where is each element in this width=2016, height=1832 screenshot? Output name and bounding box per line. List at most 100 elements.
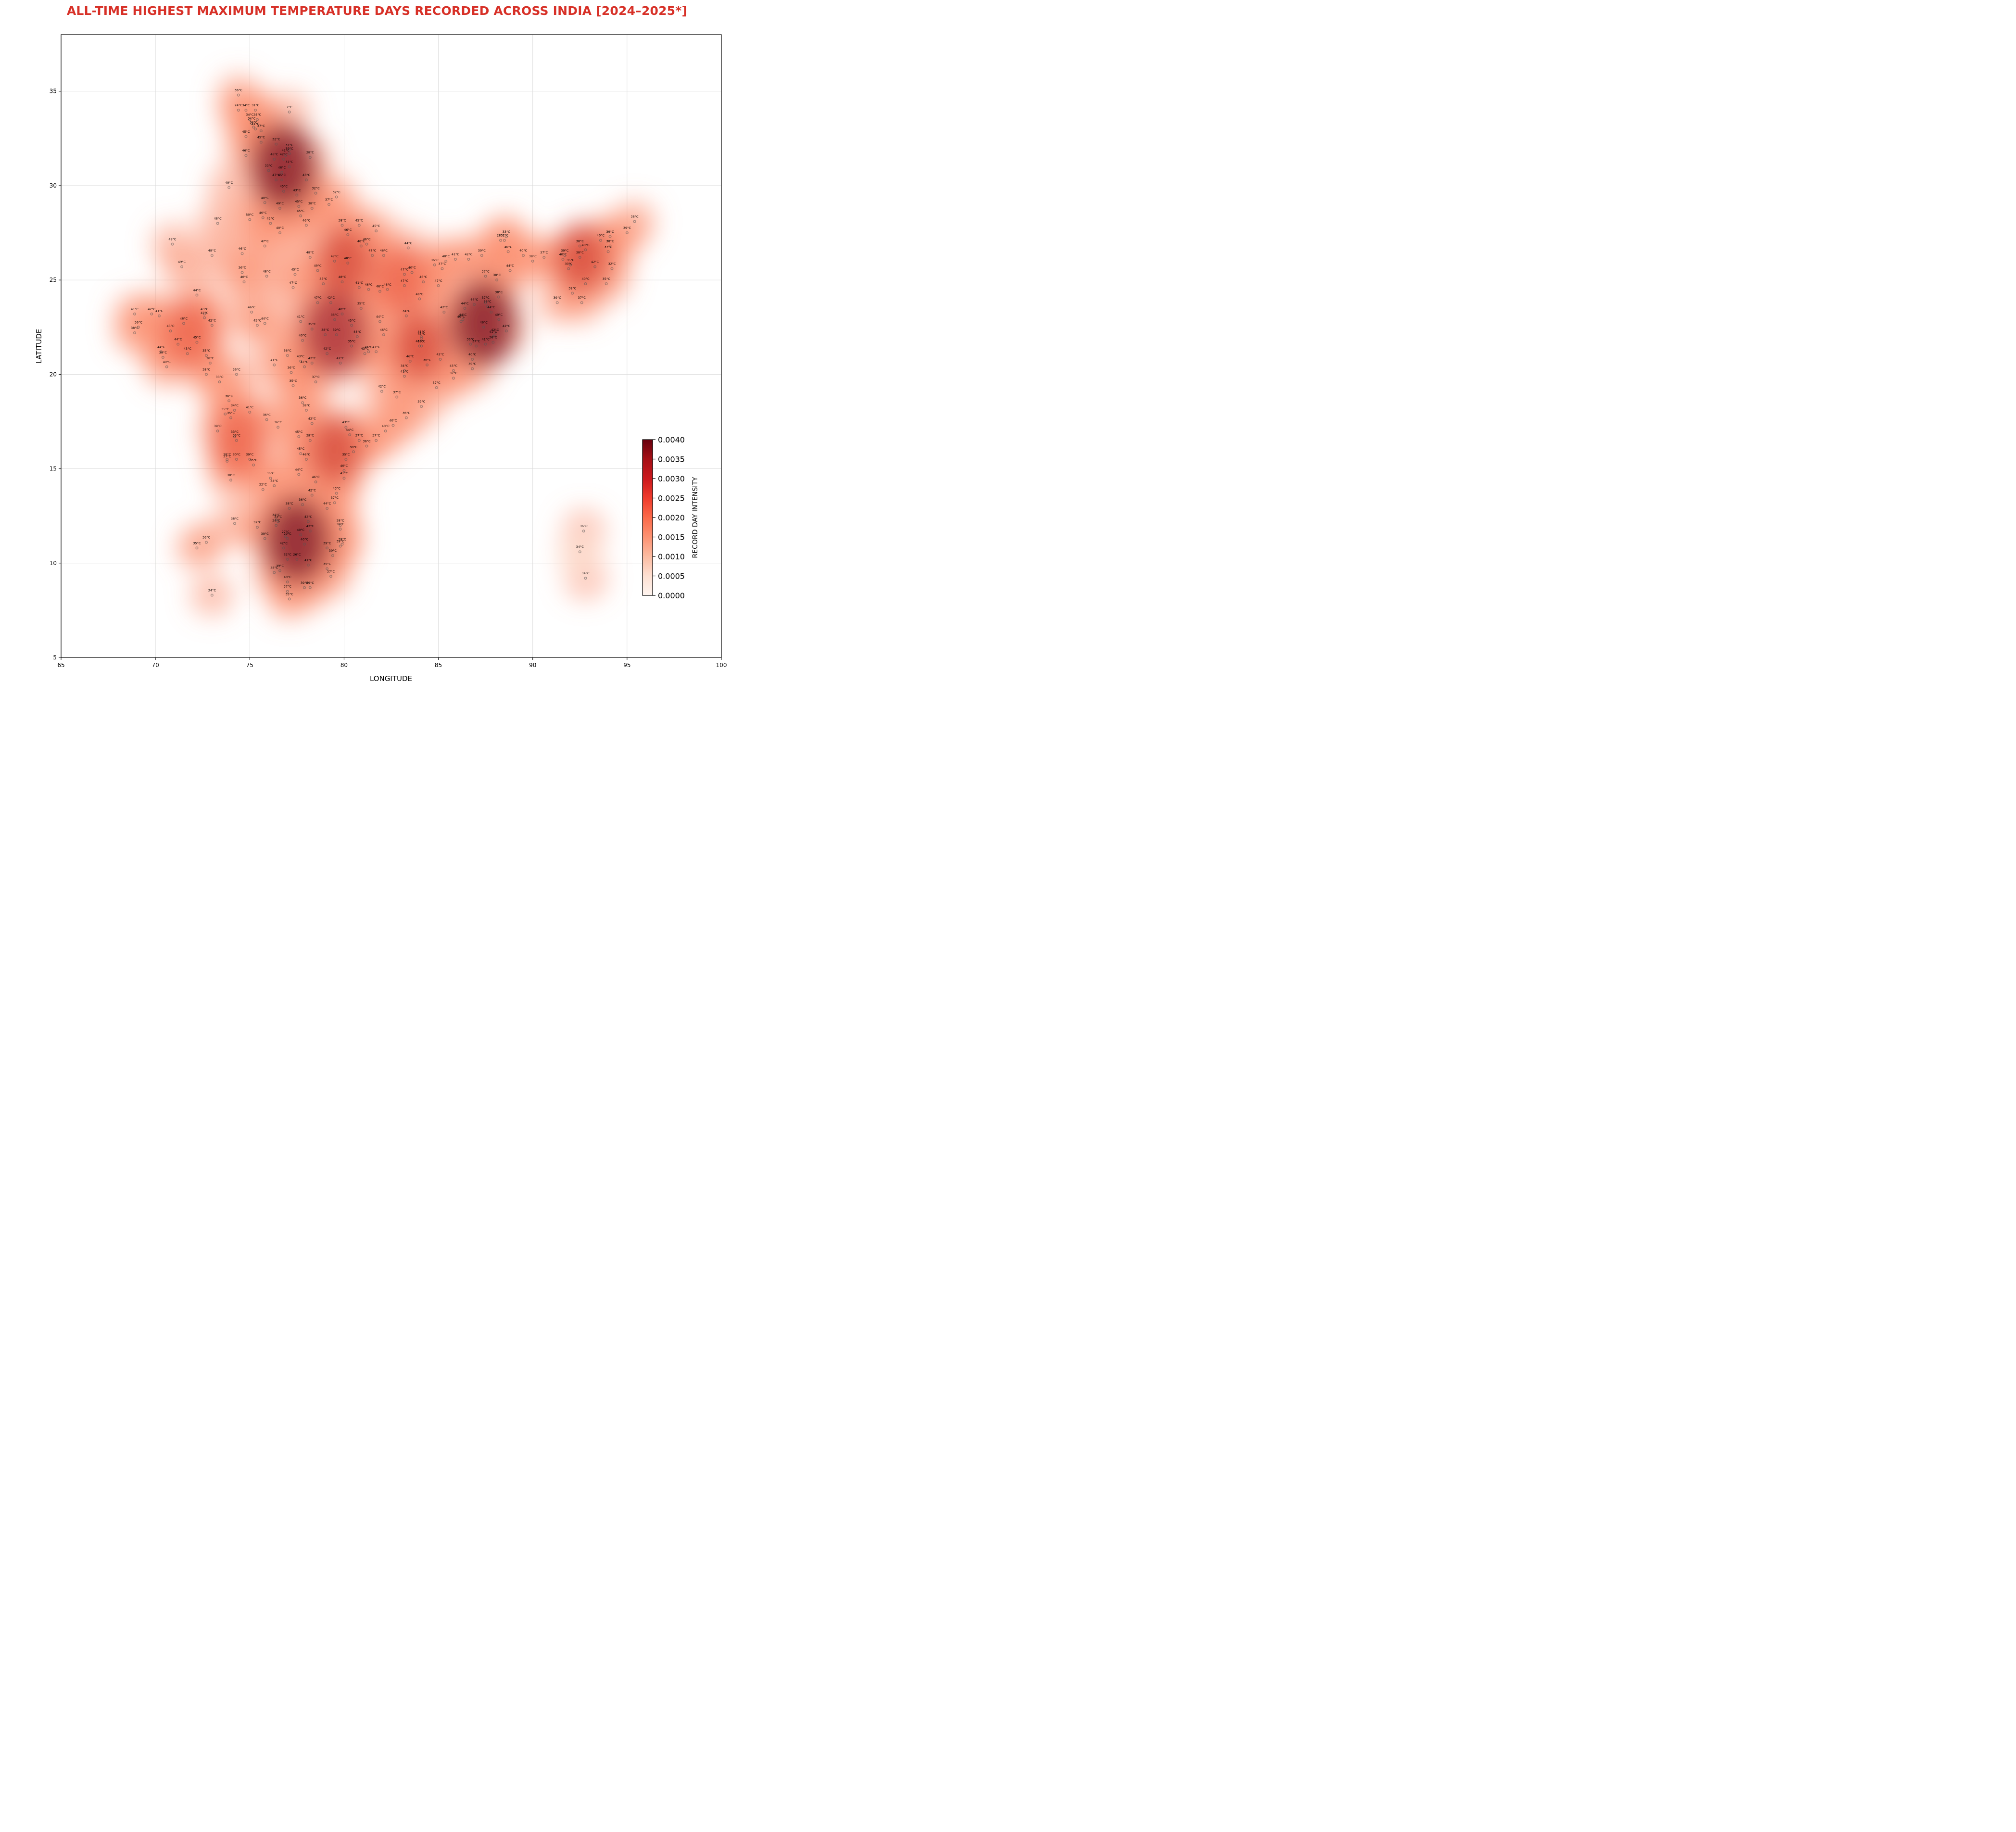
station-temp-label: 47°C [401,267,409,271]
station-temp-label: 35°C [250,458,258,462]
station-marker: 49°C [168,238,176,246]
station-temp-label: 39°C [306,581,315,585]
station-temp-label: 38°C [321,328,329,332]
station-marker: 36°C [580,524,588,533]
station-temp-label: 36°C [266,471,275,475]
station-marker: 42°C [306,524,314,533]
station-temp-label: 35°C [202,349,211,353]
station-marker: 45°C [253,318,261,327]
station-marker: 45°C [372,224,380,233]
station-temp-label: 45°C [166,324,175,328]
station-marker: 38°C [350,445,358,454]
station-temp-label: 46°C [302,218,311,222]
y-axis-ticks: 5 10 15 20 25 30 35 [50,88,61,661]
station-temp-label: 41°C [297,315,305,318]
station-marker: 30°C [233,453,240,461]
station-marker: 33°C [274,515,282,523]
station-marker: 37°C [393,390,401,399]
station-temp-label: 37°C [284,585,292,589]
station-marker: 35°C [289,379,297,387]
x-tick-label: 100 [716,662,727,669]
station-temp-label: 43°C [201,307,209,311]
station-temp-label: 41°C [252,122,260,126]
station-temp-label: 44°C [506,264,515,268]
station-marker: 45°C [348,318,356,327]
station-marker: 47°C [368,249,377,257]
station-marker: 42°C [465,253,473,261]
station-temp-label: 36°C [288,366,296,369]
station-temp-label: 39°C [261,532,269,536]
station-marker: 44°C [487,305,495,314]
station-temp-label: 39°C [554,296,562,300]
station-marker: 40°C [582,277,590,286]
station-temp-label: 44°C [376,315,384,318]
station-temp-label: 45°C [450,364,458,368]
station-marker: 38°C [302,404,310,412]
station-temp-label: 38°C [223,453,231,456]
station-temp-label: 46°C [376,285,384,289]
station-marker: 40°C [163,360,171,368]
station-temp-label: 46°C [480,320,488,324]
station-marker: 43°C [302,173,310,182]
station-points: 36°C24°C 34°C 31°C 7°C34°C 34°C34°C34°C41°C3… [131,88,639,601]
station-temp-label: 46°C [380,249,388,253]
colorbar-tick-label: 0.0005 [658,572,685,581]
station-temp-label: 24°C [235,103,243,107]
station-temp-label: 39°C [246,453,254,456]
station-marker: 38°C [270,566,278,574]
station-temp-label: 37°C [393,390,401,394]
station-temp-label: 46°C [302,453,311,456]
station-temp-label: 37°C [472,340,480,343]
station-temp-label: 35°C [331,313,339,317]
station-temp-label: 37°C [433,381,441,385]
station-temp-label: 40°C [582,243,590,247]
station-marker: 41°C [340,471,348,480]
x-tick-label: 70 [152,662,159,669]
station-temp-label: 46°C [242,149,250,152]
x-tick-label: 80 [340,662,348,669]
station-marker: 35°C [202,349,211,357]
station-temp-label: 34°C [270,479,278,483]
station-temp-label: 43°C [361,347,369,351]
station-temp-label: 42°C [323,347,331,351]
station-temp-label: 40°C [240,275,248,279]
station-temp-label: 45°C [278,173,286,177]
station-temp-label: 44°C [157,345,165,349]
station-temp-label: 44°C [261,316,269,320]
station-temp-label: 38°C [350,445,358,449]
station-temp-label: 35°C [342,453,350,456]
station-temp-label: 34°C [582,571,590,575]
station-temp-label: 47°C [435,279,443,283]
station-temp-label: 35°C [308,322,316,326]
station-temp-label: 45°C [372,224,380,228]
station-temp-label: 34°C [231,404,239,407]
station-marker: 39°C [286,147,293,155]
station-marker: 33°C [503,230,511,238]
station-marker: 48°C [344,256,352,265]
station-temp-label: 38°C [576,240,584,243]
station-temp-label: 41°C [401,369,409,373]
station-temp-label: 34°C [208,589,216,593]
station-marker: 36°C [263,413,271,421]
station-marker: 39°C [159,351,167,359]
station-marker: 46°C [312,475,320,484]
station-marker: 44°C [506,264,515,272]
station-marker: 48°C [208,249,216,257]
station-marker: 38°C [321,328,329,336]
station-temp-label: 46°C [312,475,320,479]
station-marker: 39°C [329,549,337,557]
station-marker: 44°C [261,316,269,325]
station-marker: 35°C [357,302,365,310]
station-marker: 39°C [306,581,315,589]
station-marker: 47°C [372,345,380,354]
station-temp-label: 41°C [131,307,139,311]
station-temp-label: 41°C [452,253,460,256]
station-temp-label: 36°C [284,349,292,353]
station-temp-label: 37°C [327,569,335,573]
station-temp-label: 37°C [605,245,613,249]
station-temp-label: 33°C [503,230,511,234]
station-temp-label: 46°C [278,165,286,169]
station-marker: 38°C [202,367,211,376]
station-temp-label: 47°C [261,240,269,243]
station-temp-label: 28°C [497,234,505,238]
